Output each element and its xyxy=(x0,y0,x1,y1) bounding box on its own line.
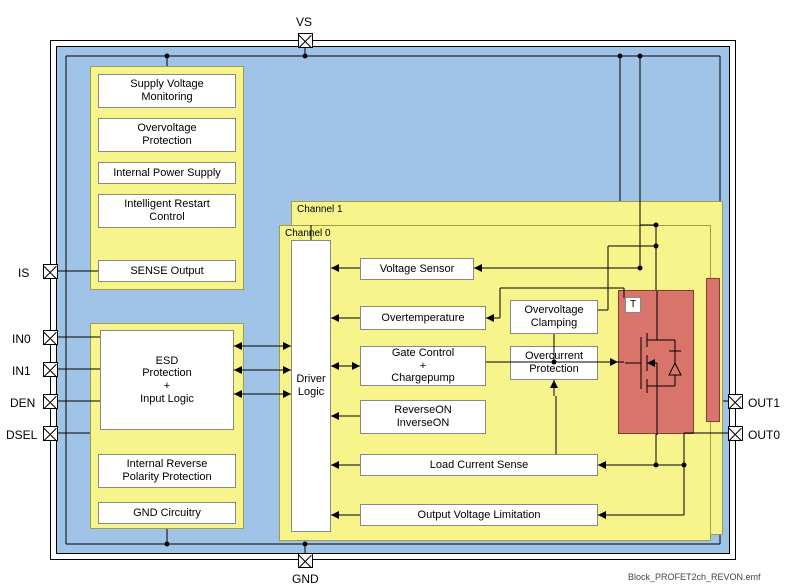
block-voltage-sensor: Voltage Sensor xyxy=(360,258,474,280)
meta-image-name: Block_PROFET2ch_REVON.emf xyxy=(628,572,761,582)
block-output-voltage-limitation: Output Voltage Limitation xyxy=(360,504,598,526)
block-internal-reverse-polarity: Internal ReversePolarity Protection xyxy=(98,454,236,488)
pin-in1 xyxy=(43,362,58,377)
pin-in0 xyxy=(43,330,58,345)
label-in0: IN0 xyxy=(12,332,31,346)
block-supply-voltage-monitoring: Supply VoltageMonitoring xyxy=(98,74,236,108)
label-gnd: GND xyxy=(292,572,319,586)
mosfet-back xyxy=(706,278,720,422)
block-reverseon-inverseon: ReverseONInverseON xyxy=(360,400,486,434)
block-overvoltage-protection: OvervoltageProtection xyxy=(98,118,236,152)
pin-vs xyxy=(298,33,313,48)
label-in1: IN1 xyxy=(12,364,31,378)
label-dsel: DSEL xyxy=(6,428,37,442)
label-is: IS xyxy=(18,266,29,280)
block-internal-power-supply: Internal Power Supply xyxy=(98,162,236,184)
pin-den xyxy=(43,394,58,409)
block-intelligent-restart-control: Intelligent RestartControl xyxy=(98,194,236,228)
label-channel-1: Channel 1 xyxy=(297,204,343,215)
block-gnd-circuitry: GND Circuitry xyxy=(98,502,236,524)
pin-out0 xyxy=(728,426,743,441)
block-overtemperature: Overtemperature xyxy=(360,306,486,330)
pin-dsel xyxy=(43,426,58,441)
block-driver-logic: DriverLogic xyxy=(291,240,331,532)
block-sense-output: SENSE Output xyxy=(98,260,236,282)
block-load-current-sense: Load Current Sense xyxy=(360,454,598,476)
block-esd-input-logic: ESDProtection+Input Logic xyxy=(100,330,234,430)
mosfet-front: T xyxy=(618,290,694,434)
label-out1: OUT1 xyxy=(748,396,780,410)
label-channel-0: Channel 0 xyxy=(285,228,331,239)
pin-out1 xyxy=(728,394,743,409)
label-den: DEN xyxy=(10,396,35,410)
pin-gnd xyxy=(298,553,313,568)
label-out0: OUT0 xyxy=(748,428,780,442)
block-gate-control-chargepump: Gate Control+Chargepump xyxy=(360,346,486,386)
block-overvoltage-clamping: OvervoltageClamping xyxy=(510,300,598,334)
block-overcurrent-protection: OvercurrentProtection xyxy=(510,346,598,380)
label-vs: VS xyxy=(296,15,312,29)
pin-is xyxy=(43,264,58,279)
